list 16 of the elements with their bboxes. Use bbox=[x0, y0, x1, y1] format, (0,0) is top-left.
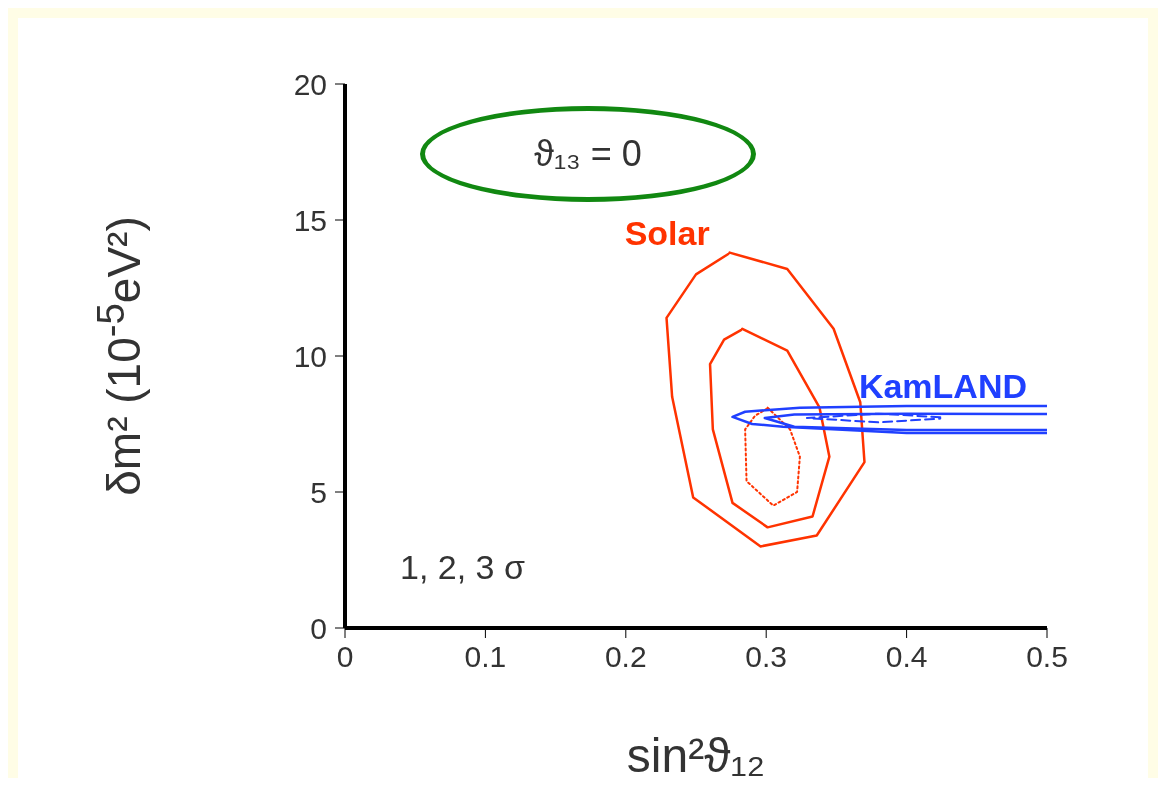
x-tick-label: 0.4 bbox=[885, 640, 928, 674]
x-tick-label: 0.1 bbox=[464, 640, 507, 674]
y-tick-label: 20 bbox=[293, 67, 327, 101]
x-tick-label: 0.3 bbox=[745, 640, 788, 674]
y-tick-label: 5 bbox=[310, 475, 327, 509]
x-axis-title: sin²ϑ₁₂ bbox=[626, 728, 766, 783]
series-label: KamLAND bbox=[858, 366, 1027, 406]
x-tick-label: 0.2 bbox=[604, 640, 647, 674]
x-tick-label: 0.5 bbox=[1026, 640, 1068, 674]
annotation: 1, 2, 3 σ bbox=[400, 548, 525, 587]
annotation: ϑ₁₃ = 0 bbox=[534, 133, 642, 175]
y-tick-label: 15 bbox=[293, 203, 327, 237]
y-tick-label: 10 bbox=[293, 339, 327, 373]
y-tick-label: 0 bbox=[310, 611, 327, 645]
x-tick-label: 0 bbox=[336, 640, 354, 674]
series-label: Solar bbox=[624, 213, 710, 253]
